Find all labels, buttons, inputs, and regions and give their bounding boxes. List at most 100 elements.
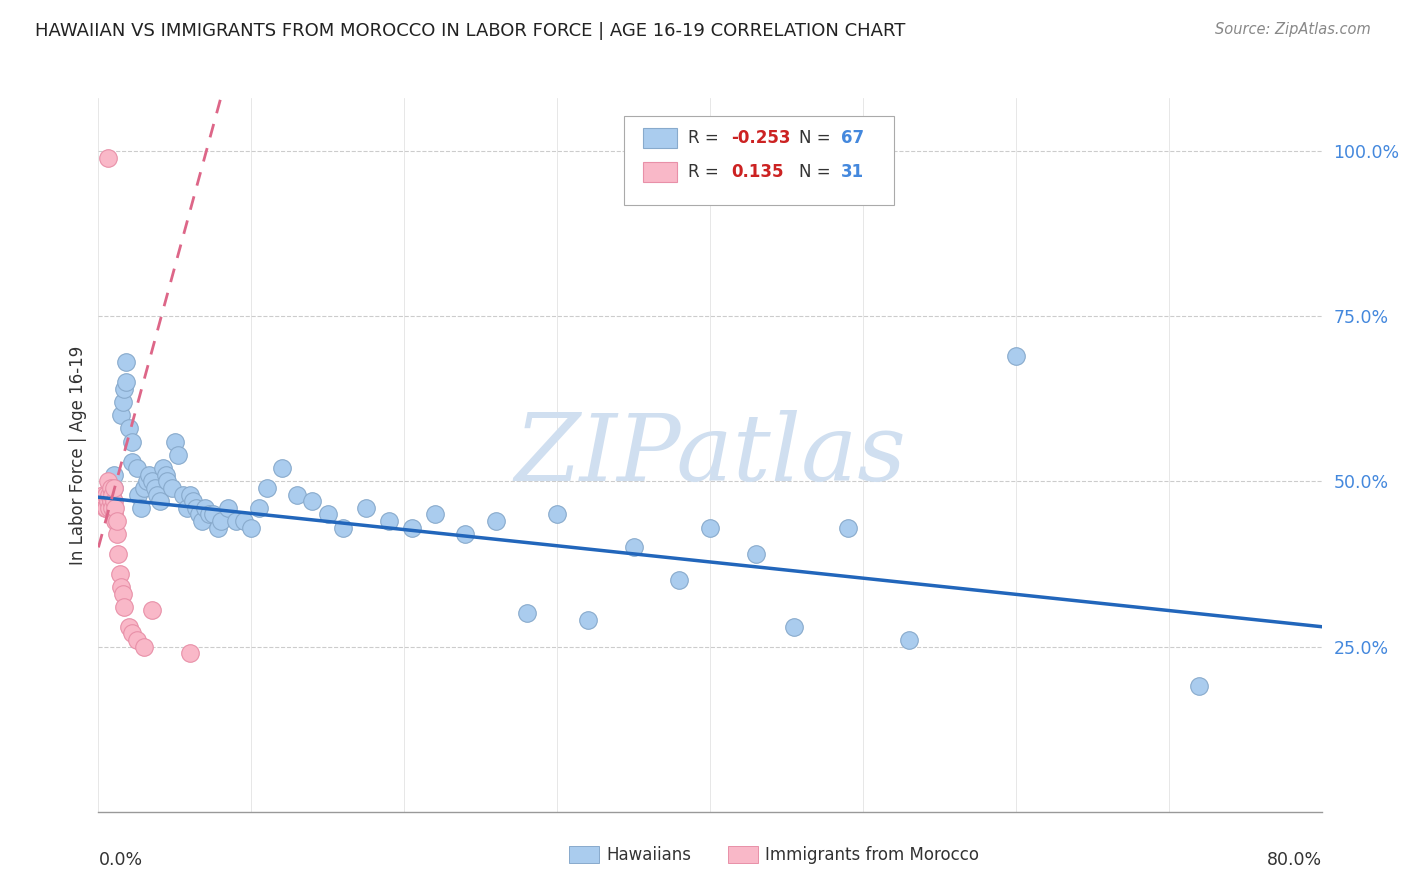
Point (125, 461, 148, 475)
Point (232, 514, 254, 528)
Point (194, 500, 217, 515)
Point (179, 646, 201, 660)
Point (186, 500, 208, 515)
Point (101, 500, 124, 515)
Point (127, 487, 149, 501)
Point (240, 520, 263, 534)
Point (110, 580, 132, 594)
Point (118, 421, 141, 435)
Bar (643, 128, 678, 148)
Point (110, 409, 132, 423)
Point (141, 475, 163, 489)
Text: 0.135: 0.135 (731, 163, 783, 181)
Point (118, 620, 141, 634)
Point (454, 527, 477, 541)
Point (103, 508, 125, 522)
Point (143, 481, 166, 495)
Point (225, 514, 247, 528)
Point (129, 500, 152, 515)
Point (163, 434, 186, 449)
Point (209, 514, 232, 528)
Point (516, 607, 538, 621)
Point (217, 500, 239, 515)
Point (167, 448, 190, 462)
Point (576, 613, 599, 627)
Point (121, 434, 143, 449)
Point (207, 520, 229, 534)
Point (101, 487, 124, 501)
Point (378, 514, 401, 528)
Point (197, 508, 219, 522)
Point (98, 487, 121, 501)
Point (145, 487, 167, 501)
Point (897, 632, 920, 647)
Point (103, 467, 125, 482)
Point (98, 500, 121, 515)
Point (155, 467, 177, 482)
Point (111, 395, 134, 409)
Text: N =: N = (800, 163, 837, 181)
Point (172, 487, 194, 501)
Point (115, 355, 138, 369)
Point (160, 481, 183, 495)
Point (136, 475, 159, 489)
Text: R =: R = (688, 129, 724, 147)
Point (699, 520, 721, 534)
Text: HAWAIIAN VS IMMIGRANTS FROM MOROCCO IN LABOR FORCE | AGE 16-19 CORRELATION CHART: HAWAIIAN VS IMMIGRANTS FROM MOROCCO IN L… (35, 22, 905, 40)
Point (93, 500, 115, 515)
Point (247, 500, 270, 515)
Point (745, 547, 768, 561)
Text: 80.0%: 80.0% (1267, 851, 1322, 869)
Point (107, 547, 129, 561)
Point (104, 500, 127, 515)
Point (141, 603, 163, 617)
Point (202, 508, 225, 522)
Bar (643, 162, 678, 182)
Point (546, 508, 568, 522)
Point (1004, 349, 1026, 363)
Point (176, 500, 198, 515)
Point (401, 520, 423, 534)
Y-axis label: In Labor Force | Age 16-19: In Labor Force | Age 16-19 (69, 345, 87, 565)
Bar (728, 846, 758, 863)
Point (121, 454, 143, 468)
Point (191, 514, 214, 528)
Point (112, 599, 135, 614)
Point (100, 481, 122, 495)
Text: Hawaiians: Hawaiians (606, 846, 692, 863)
Point (285, 487, 308, 501)
Point (103, 494, 125, 508)
Point (125, 632, 148, 647)
Text: N =: N = (800, 129, 837, 147)
Point (181, 494, 204, 508)
Point (97, 475, 120, 489)
Bar (569, 846, 599, 863)
Point (94, 487, 117, 501)
Point (354, 500, 377, 515)
Point (134, 481, 156, 495)
Point (100, 494, 122, 508)
Point (97, 151, 120, 165)
Point (316, 508, 339, 522)
Point (270, 461, 292, 475)
Point (115, 376, 138, 390)
Point (668, 574, 690, 588)
Point (103, 481, 125, 495)
Point (91, 487, 114, 501)
Text: -0.253: -0.253 (731, 129, 790, 147)
Point (783, 620, 806, 634)
Point (256, 481, 278, 495)
Point (94, 500, 117, 515)
Point (179, 487, 201, 501)
Point (301, 494, 323, 508)
Point (332, 520, 354, 534)
FancyBboxPatch shape (624, 116, 894, 205)
Text: ZIPatlas: ZIPatlas (515, 410, 905, 500)
Text: 0.0%: 0.0% (98, 851, 142, 869)
Point (423, 508, 446, 522)
Text: Immigrants from Morocco: Immigrants from Morocco (765, 846, 979, 863)
Point (112, 382, 135, 396)
Point (103, 481, 125, 495)
Point (97, 494, 120, 508)
Point (485, 514, 508, 528)
